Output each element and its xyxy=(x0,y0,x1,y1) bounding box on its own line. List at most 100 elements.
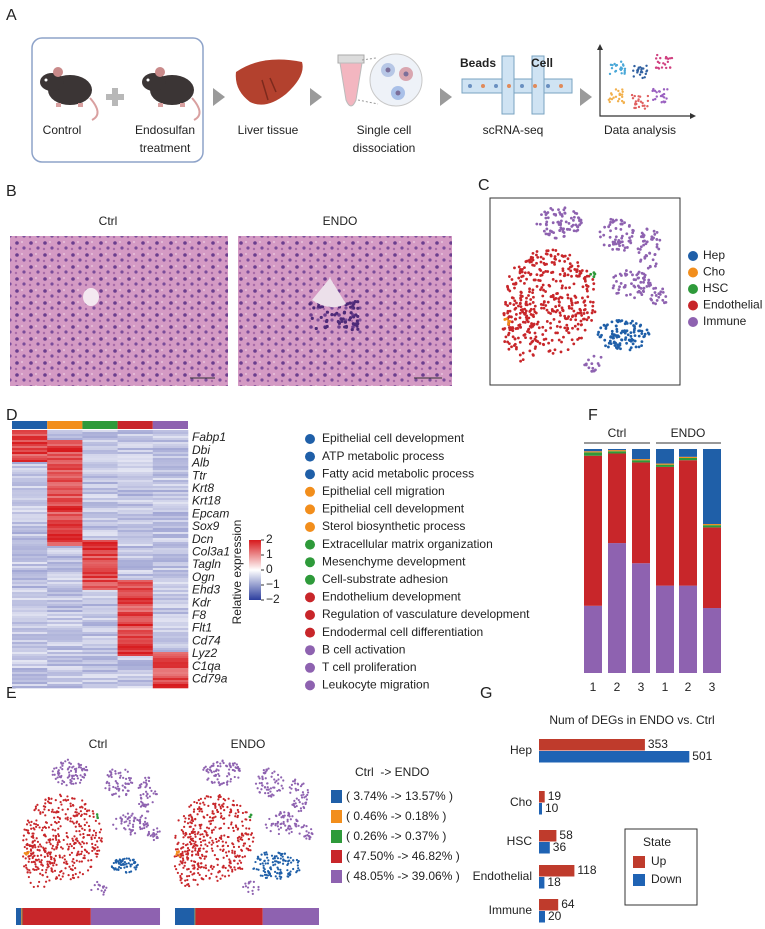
tsne-point xyxy=(546,270,550,273)
tsne-point xyxy=(189,835,192,838)
heatmap-cell xyxy=(47,668,83,671)
cluster-bar xyxy=(152,421,188,429)
tsne-point xyxy=(188,805,191,808)
heatmap-cell xyxy=(12,634,48,637)
tsne-point xyxy=(210,771,213,774)
heatmap-cell xyxy=(47,540,83,543)
heatmap-cell xyxy=(117,646,154,649)
term-dot xyxy=(305,662,315,673)
heatmap-cell xyxy=(82,562,118,565)
tsne-point xyxy=(243,855,247,858)
heatmap-cell xyxy=(12,630,48,633)
tsne-point xyxy=(96,816,100,820)
tsne-point xyxy=(80,850,83,853)
heatmap-cell xyxy=(12,536,48,539)
tsne-point xyxy=(175,850,179,853)
tsne-point xyxy=(193,842,196,845)
tsne-point xyxy=(629,334,633,338)
heatmap-cell xyxy=(82,636,118,639)
heatmap-cell xyxy=(117,432,154,435)
tsne-point xyxy=(558,259,562,263)
tsne-point xyxy=(607,341,611,345)
heatmap-cell xyxy=(12,618,48,621)
heatmap-cell xyxy=(82,638,118,641)
tsne-point xyxy=(46,863,49,866)
tsne-point xyxy=(295,823,298,826)
tsne-point xyxy=(634,345,638,349)
tsne-point xyxy=(612,284,616,288)
scatter-dot xyxy=(609,92,613,95)
tsne-point xyxy=(28,821,31,824)
heatmap-cell xyxy=(152,550,189,553)
heatmap-cell xyxy=(12,560,48,563)
tsne-point xyxy=(507,342,511,345)
tsne-point xyxy=(36,854,39,857)
tsne-point xyxy=(83,803,86,806)
heatmap-cell xyxy=(12,538,48,541)
heatmap-cell xyxy=(82,628,118,631)
tsne-point xyxy=(52,864,55,867)
heatmap-cell xyxy=(152,468,189,471)
tsne-point xyxy=(597,330,600,334)
tsne-point xyxy=(121,784,124,787)
tsne-point xyxy=(262,864,265,867)
tsne-point xyxy=(568,253,572,257)
tsne-point xyxy=(81,827,84,830)
stacked-segment xyxy=(703,608,721,673)
tsne-point xyxy=(53,767,56,770)
tsne-point xyxy=(122,814,125,817)
heatmap-cell xyxy=(47,596,83,599)
tsne-point xyxy=(108,784,111,787)
tsne-point xyxy=(284,859,287,863)
heatmap-cell xyxy=(12,582,48,585)
scatter-dot xyxy=(655,95,658,98)
tsne-point xyxy=(187,883,190,886)
tsne-point xyxy=(572,229,576,233)
heatmap-cell xyxy=(12,638,48,641)
tsne-point xyxy=(558,229,562,232)
tsne-point xyxy=(85,850,89,853)
heatmap-cell xyxy=(82,618,118,621)
tsne-point xyxy=(145,825,148,828)
heatmap-cell xyxy=(152,438,189,441)
tsne-point xyxy=(517,304,520,308)
heatmap-cell xyxy=(12,480,48,483)
tsne-point xyxy=(67,845,70,848)
tsne-point xyxy=(182,832,185,835)
tsne-point xyxy=(133,832,137,835)
scatter-dot xyxy=(608,97,612,100)
tsne-point xyxy=(43,808,46,811)
tsne-point xyxy=(516,326,519,330)
term-label: Endodermal cell differentiation xyxy=(322,625,483,639)
heatmap-cell xyxy=(12,440,48,443)
heatmap-cell xyxy=(152,552,189,555)
tsne-point xyxy=(569,216,573,220)
tsne-point xyxy=(631,273,634,277)
heatmap-cell xyxy=(12,502,48,505)
tsne-point xyxy=(198,823,201,827)
heatmap-cell xyxy=(82,466,118,469)
tsne-point xyxy=(305,837,308,840)
tsne-point xyxy=(203,839,207,842)
tsne-point xyxy=(267,869,270,873)
tsne-point xyxy=(599,355,603,359)
tsne-point xyxy=(298,869,301,872)
tsne-point xyxy=(204,864,207,867)
gene-label: Krt18 xyxy=(192,494,221,508)
tsne-point xyxy=(48,840,51,844)
scatter-dot xyxy=(634,100,638,103)
tsne-point xyxy=(538,279,542,283)
heatmap-cell xyxy=(82,552,118,555)
tsne-point xyxy=(651,301,655,305)
heatmap-cell xyxy=(82,590,118,593)
tsne-frame xyxy=(489,197,681,386)
heatmap-cell xyxy=(12,600,48,603)
tsne-point xyxy=(59,793,62,796)
tsne-point xyxy=(542,257,545,261)
tsne-point xyxy=(154,793,158,796)
tsne-point xyxy=(144,817,147,820)
tsne-point xyxy=(512,344,516,347)
tsne-point xyxy=(288,832,291,835)
scatter-dot xyxy=(662,96,666,99)
tsne-point xyxy=(210,764,214,767)
